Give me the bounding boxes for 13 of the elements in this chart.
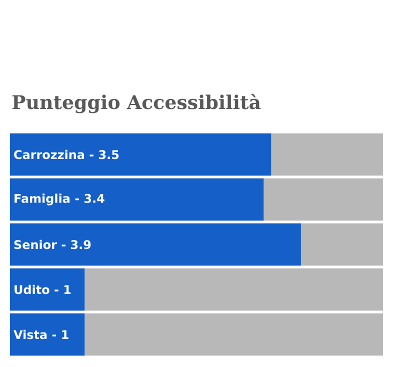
y-tick-label: Carrozzina - [14,150,94,160]
chart-title: Punteggio Accessibilità [12,94,261,114]
data-label: 3.4 [84,194,104,203]
data-label: 1 [64,285,71,294]
y-tick-label: Senior - [14,240,66,250]
y-tick-label: Famiglia - [14,194,79,206]
bar [10,313,85,356]
y-tick-label: Udito - [14,284,58,294]
data-label: 1 [62,330,68,339]
data-label: 3.5 [99,150,119,160]
data-label: 3.9 [71,240,91,250]
bar [10,268,85,311]
y-tick-label: Vista - [14,330,56,340]
